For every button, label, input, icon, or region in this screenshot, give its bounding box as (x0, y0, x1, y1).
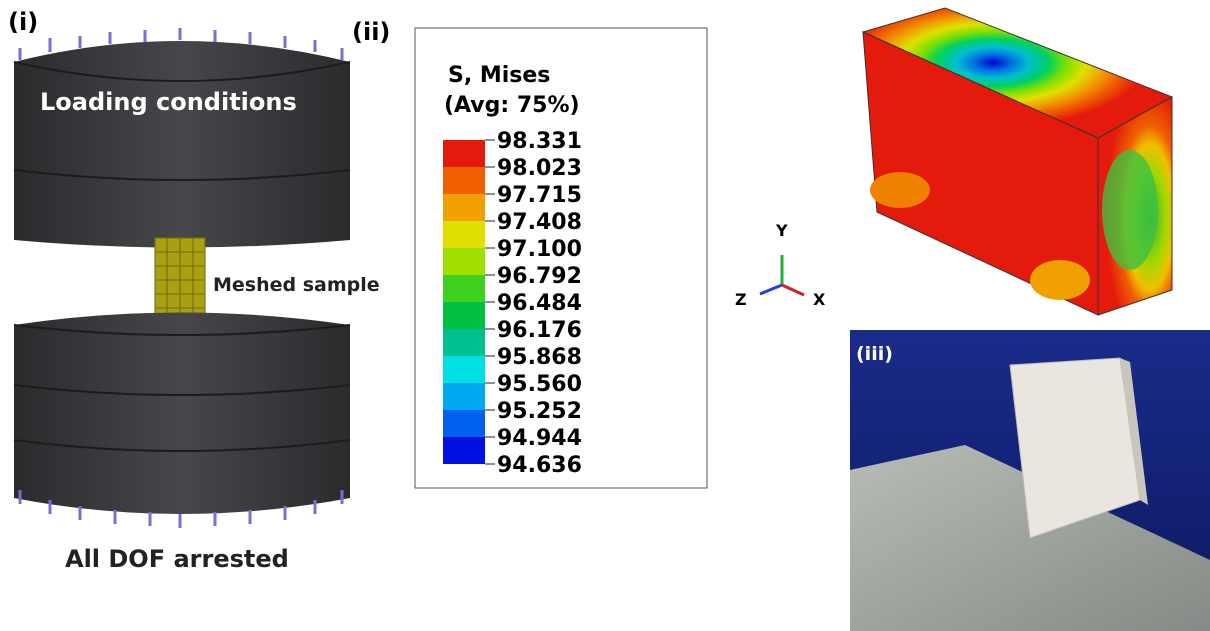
stress-contour-box (863, 8, 1172, 315)
color-band (443, 356, 485, 383)
color-bar (443, 140, 485, 464)
axis-label: X (813, 290, 826, 309)
annotation: Loading conditions (40, 88, 297, 116)
legend-level: 97.100 (497, 237, 582, 262)
color-band (443, 383, 485, 410)
color-band (443, 248, 485, 275)
color-band (443, 437, 485, 464)
color-band (443, 194, 485, 221)
legend-level: 97.408 (497, 210, 582, 235)
color-band (443, 329, 485, 356)
panel-i: (i) Loading conditions Meshed sample All… (8, 8, 380, 573)
axis-label: Y (775, 221, 788, 240)
legend-level: 95.868 (497, 345, 582, 370)
annotation: Meshed sample (213, 274, 380, 296)
panel-label: (ii) (352, 18, 390, 46)
bottom-platen (14, 313, 350, 515)
panel-iii: (iii) (850, 330, 1210, 631)
color-band (443, 140, 485, 167)
legend-level: 94.636 (497, 453, 582, 478)
legend-level: 96.176 (497, 318, 582, 343)
legend-level: 97.715 (497, 183, 582, 208)
legend-level: 94.944 (497, 426, 582, 451)
axis-triad: Y Z X (735, 221, 826, 309)
legend-title: S, Mises (448, 63, 550, 88)
legend-level: 95.252 (497, 399, 582, 424)
legend-level: 95.560 (497, 372, 582, 397)
figure: (i) Loading conditions Meshed sample All… (0, 0, 1210, 631)
legend-level: 98.331 (497, 129, 582, 154)
legend-subtitle: (Avg: 75%) (444, 93, 580, 118)
axis-label: Z (735, 290, 747, 309)
legend-level: 96.484 (497, 291, 582, 316)
legend-level: 98.023 (497, 156, 582, 181)
panel-label: (i) (8, 8, 38, 36)
annotation: All DOF arrested (65, 545, 289, 573)
legend-level: 96.792 (497, 264, 582, 289)
color-band (443, 410, 485, 437)
color-band (443, 275, 485, 302)
color-band (443, 167, 485, 194)
color-band (443, 302, 485, 329)
panel-label: (iii) (856, 343, 893, 365)
color-band (443, 221, 485, 248)
